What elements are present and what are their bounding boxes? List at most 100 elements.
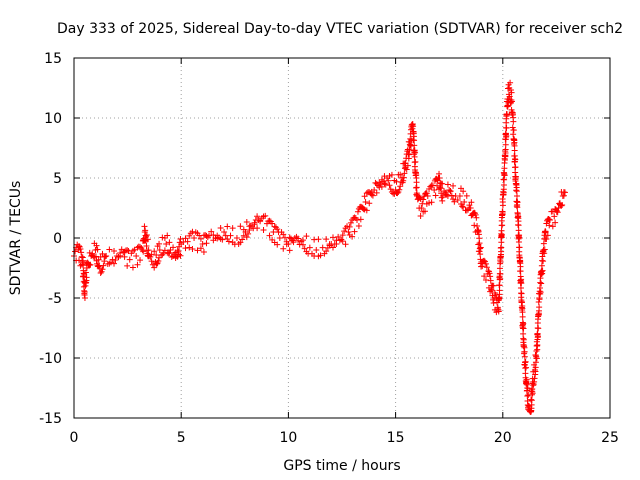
data-point — [280, 231, 287, 238]
data-point — [166, 249, 173, 256]
data-point — [498, 244, 505, 251]
data-point — [539, 267, 546, 274]
data-point — [483, 264, 490, 271]
data-point — [456, 193, 463, 199]
x-ticks: 0 5 10 15 20 25 — [70, 58, 619, 446]
data-point — [540, 258, 547, 265]
data-point — [111, 260, 118, 267]
data-point — [522, 365, 529, 372]
data-point — [512, 173, 519, 180]
data-point — [404, 162, 411, 169]
data-point — [448, 192, 455, 199]
data-point — [495, 308, 502, 315]
data-point — [357, 216, 364, 223]
data-point — [503, 111, 510, 118]
data-point — [186, 244, 193, 251]
data-point — [174, 247, 181, 254]
data-point — [528, 397, 535, 404]
data-point — [378, 183, 385, 190]
data-point — [203, 240, 210, 247]
y-tick-label: 5 — [53, 171, 62, 187]
data-point — [519, 313, 526, 320]
data-point — [329, 234, 336, 241]
data-point — [168, 254, 175, 261]
data-point — [422, 208, 429, 215]
data-point — [536, 296, 543, 303]
data-point — [76, 243, 83, 250]
data-point — [303, 233, 310, 240]
data-point — [166, 239, 173, 246]
data-point — [490, 296, 497, 303]
data-point — [280, 245, 287, 252]
data-point — [533, 355, 540, 362]
data-point — [507, 87, 514, 94]
data-point — [536, 304, 543, 311]
data-point — [447, 187, 454, 194]
data-point — [400, 177, 407, 184]
data-point — [200, 248, 207, 255]
data-point — [400, 174, 407, 181]
data-point — [313, 247, 320, 253]
data-point — [397, 171, 404, 178]
data-point — [387, 186, 394, 193]
data-point — [124, 247, 131, 254]
data-point — [164, 232, 171, 239]
data-point — [240, 232, 247, 239]
data-point — [535, 298, 542, 305]
data-point — [204, 234, 211, 241]
data-point — [438, 194, 445, 201]
data-point — [488, 286, 495, 293]
data-point — [89, 250, 96, 257]
data-point — [151, 248, 158, 255]
data-point — [460, 204, 467, 211]
data-point — [477, 245, 484, 252]
data-point — [345, 229, 352, 235]
data-point — [533, 347, 540, 354]
data-point — [531, 375, 538, 382]
data-point — [488, 287, 495, 294]
data-point — [208, 228, 215, 235]
data-point — [381, 180, 388, 187]
data-point — [432, 192, 439, 199]
data-point — [163, 241, 170, 247]
data-point — [505, 85, 512, 92]
data-point — [233, 235, 240, 241]
data-point — [412, 149, 419, 156]
data-point — [319, 244, 326, 251]
data-point — [363, 207, 370, 214]
y-tick-label: -10 — [39, 351, 62, 367]
grid — [74, 58, 610, 418]
data-point — [262, 212, 269, 219]
data-point — [437, 184, 444, 191]
data-point — [482, 260, 489, 267]
data-point — [271, 223, 278, 230]
data-point — [270, 229, 277, 235]
data-point — [176, 251, 183, 258]
data-point — [266, 217, 273, 224]
data-point — [93, 242, 100, 249]
data-point — [471, 222, 478, 229]
data-point — [140, 248, 147, 255]
x-tick-label: 25 — [601, 430, 619, 446]
data-point — [355, 223, 362, 230]
data-point — [245, 230, 252, 237]
data-point — [517, 268, 524, 275]
data-point — [534, 333, 541, 340]
data-point — [72, 248, 79, 255]
y-ticks: -15 -10 -5 0 5 10 15 — [39, 51, 610, 427]
data-point — [436, 175, 443, 182]
data-point — [426, 199, 433, 206]
data-point — [106, 246, 113, 253]
data-point — [335, 233, 342, 240]
data-point — [546, 216, 553, 223]
data-point — [149, 261, 156, 268]
data-point — [541, 250, 548, 257]
data-point — [295, 235, 302, 242]
data-point — [481, 273, 488, 280]
data-point — [542, 228, 549, 235]
data-point — [477, 251, 484, 258]
data-point — [153, 260, 160, 267]
data-point — [538, 280, 545, 287]
data-point — [339, 232, 346, 239]
data-point — [266, 232, 273, 239]
